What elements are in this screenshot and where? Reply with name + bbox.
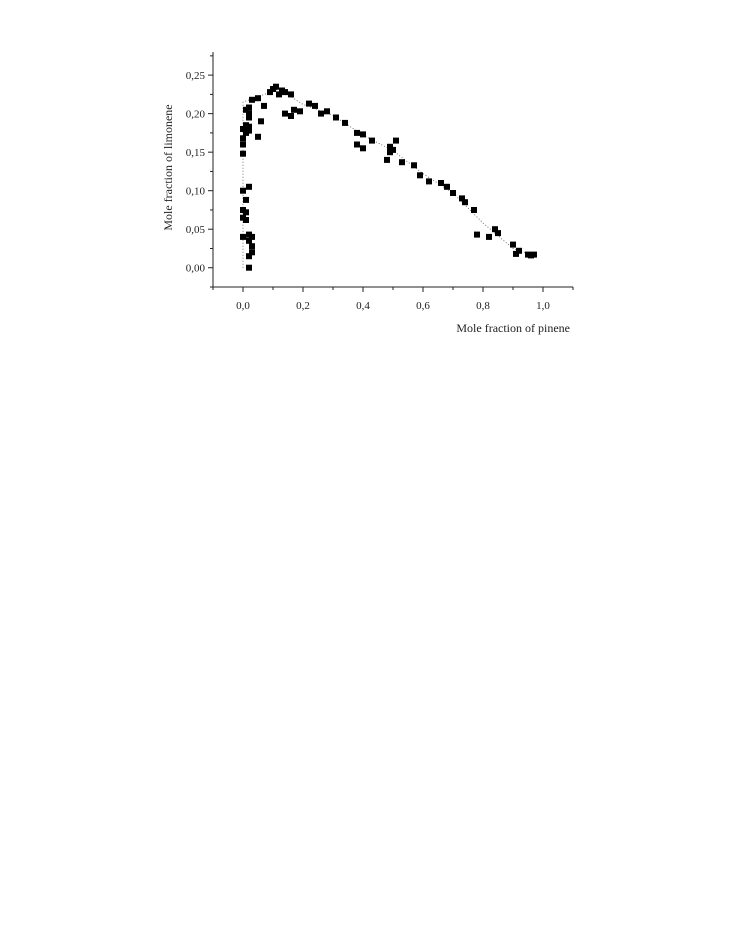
data-point [249, 249, 255, 256]
data-point [390, 146, 396, 153]
data-point [276, 91, 282, 98]
y-tick-label: 0,25 [186, 70, 206, 82]
points-layer [240, 83, 537, 271]
data-point [459, 195, 465, 202]
data-point [306, 100, 312, 107]
data-point [417, 172, 423, 179]
data-point [438, 180, 444, 186]
data-point [513, 250, 519, 257]
data-point [246, 127, 252, 134]
data-point [243, 122, 249, 129]
data-point [369, 137, 375, 144]
data-point [324, 108, 330, 115]
data-point [261, 102, 267, 109]
data-point [387, 143, 393, 150]
data-point [486, 233, 492, 240]
y-tick-label: 0,20 [186, 109, 206, 121]
data-point [360, 131, 366, 138]
data-point [240, 135, 246, 142]
y-axis-title: Mole fraction of limonene [161, 104, 175, 230]
x-tick-label: 0,8 [476, 300, 490, 312]
data-point [246, 114, 252, 121]
data-point [450, 190, 456, 196]
data-point [411, 162, 417, 169]
data-point [240, 150, 246, 157]
data-point [243, 196, 249, 203]
data-point [246, 237, 252, 244]
data-point [444, 183, 450, 190]
data-point [240, 187, 246, 194]
data-point [255, 95, 261, 102]
data-point [246, 231, 252, 238]
data-point [291, 106, 297, 113]
data-point [360, 145, 366, 152]
y-tick-label: 0,00 [186, 263, 206, 275]
data-point [249, 243, 255, 250]
y-tick-label: 0,05 [186, 224, 206, 236]
data-point [273, 83, 279, 90]
data-point [312, 102, 318, 109]
data-point [240, 141, 246, 148]
data-point [288, 91, 294, 98]
data-point [462, 199, 468, 206]
data-point [318, 110, 324, 117]
data-point [282, 89, 288, 96]
data-point [471, 207, 477, 213]
data-point [399, 159, 405, 166]
data-point [240, 233, 246, 240]
data-point [354, 129, 360, 136]
data-point [474, 231, 480, 238]
data-point [240, 126, 246, 132]
data-point [246, 110, 252, 117]
data-point [393, 137, 399, 144]
data-point [288, 113, 294, 119]
data-point [246, 264, 252, 271]
x-tick-label: 0,0 [236, 300, 250, 312]
data-point [492, 226, 498, 233]
data-point [384, 156, 390, 163]
y-tick-label: 0,15 [186, 147, 206, 159]
data-point [297, 108, 303, 115]
data-point [267, 89, 273, 96]
data-point [510, 241, 516, 248]
data-point [426, 178, 432, 185]
data-point [255, 133, 261, 140]
x-tick-label: 0,2 [296, 300, 310, 312]
data-point [354, 141, 360, 148]
data-point [246, 253, 252, 260]
axes-layer: 0,0 0,2 0,4 0,6 0,8 1,0 0,00 0,05 0,10 0,15 0,20 0,… [186, 52, 574, 312]
data-point [240, 207, 246, 213]
data-point [246, 183, 252, 190]
x-tick-label: 1,0 [536, 300, 550, 312]
data-point [249, 96, 255, 103]
data-point [333, 114, 339, 121]
data-point [495, 230, 501, 237]
x-tick-label: 0,6 [416, 300, 430, 312]
data-point [246, 104, 252, 111]
y-tick-label: 0,10 [186, 186, 206, 198]
x-axis-title: Mole fraction of pinene [456, 321, 570, 335]
data-point [516, 247, 522, 254]
data-point [342, 119, 348, 126]
data-point [531, 251, 537, 258]
data-point [282, 110, 288, 117]
x-tick-label: 0,4 [356, 300, 370, 312]
data-point [258, 118, 264, 125]
data-point [240, 214, 246, 221]
